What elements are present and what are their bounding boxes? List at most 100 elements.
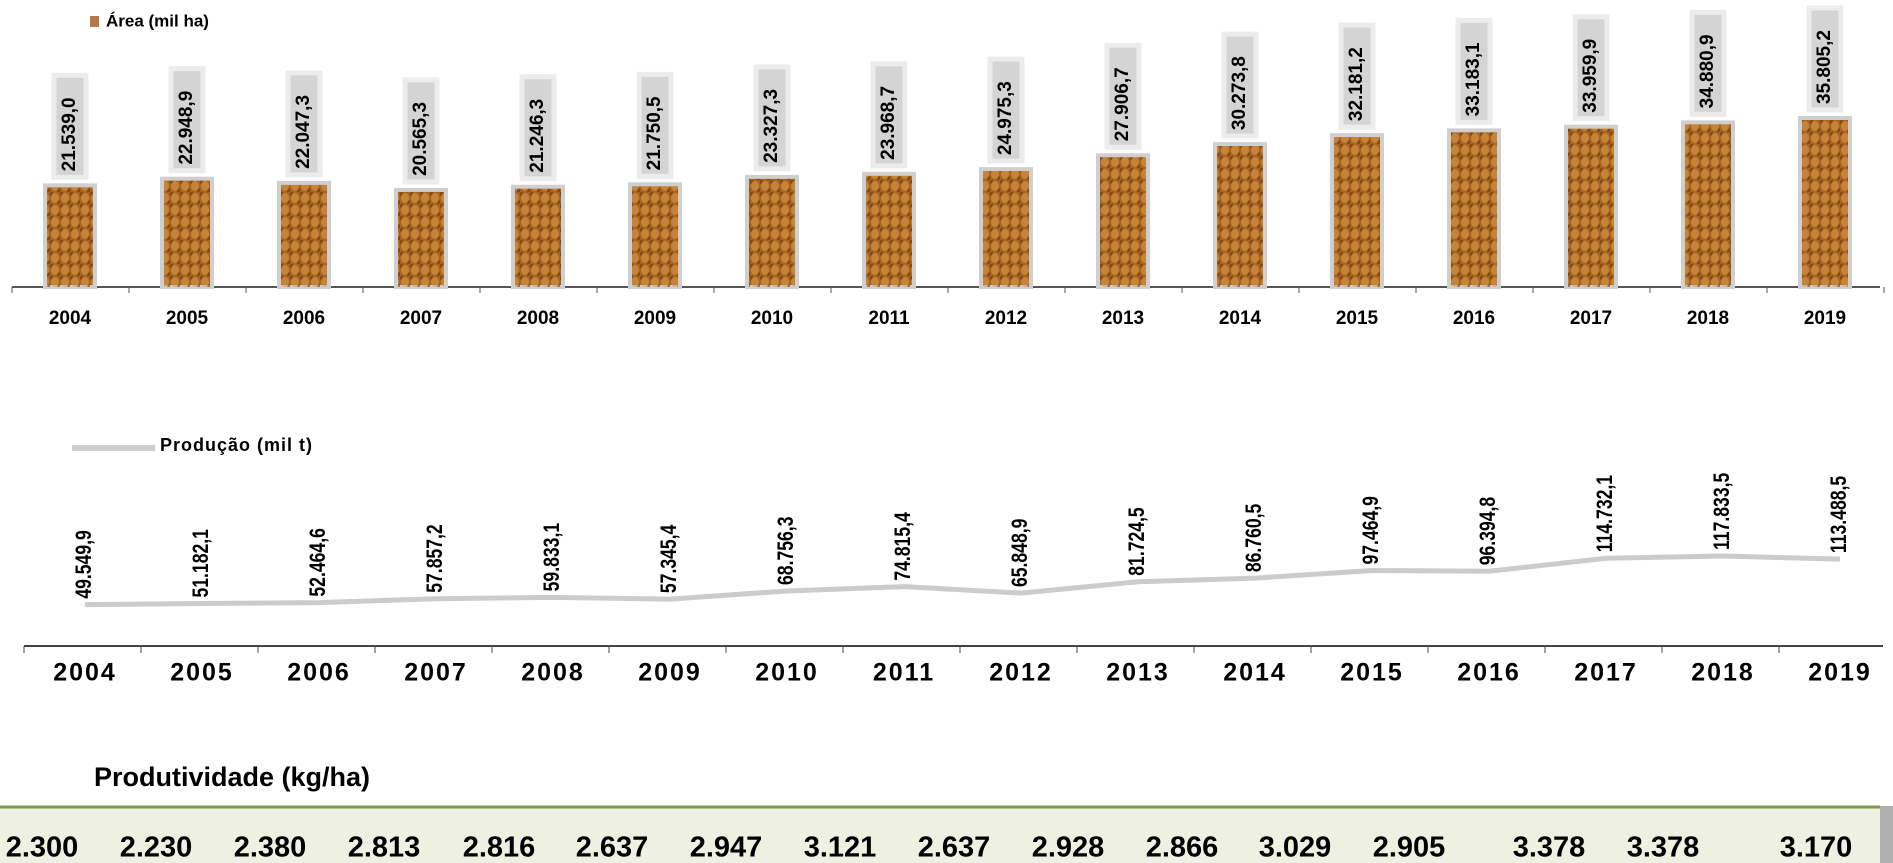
- x-tick-label: 2006: [283, 308, 325, 329]
- x-tick-label: 2016: [1453, 308, 1495, 329]
- x-tick-label: 2016: [1457, 659, 1521, 687]
- table-cell: 3.378: [1627, 832, 1700, 863]
- x-tick-label: 2015: [1336, 308, 1379, 329]
- bar-texture: [1217, 146, 1263, 287]
- data-label: 27.906,7: [1112, 67, 1133, 141]
- x-tick-label: 2019: [1804, 308, 1846, 329]
- x-tick-label: 2011: [873, 659, 935, 687]
- label-box: [1221, 31, 1259, 139]
- x-tick-label: 2014: [1219, 308, 1262, 329]
- data-label: 20.565,3: [410, 102, 431, 176]
- scroll-edge: [1880, 806, 1893, 863]
- table-cell: 3.378: [1513, 832, 1586, 863]
- table-cell: 2.637: [918, 832, 991, 863]
- label-box: [168, 66, 206, 174]
- label-box: [51, 72, 89, 180]
- bar-texture: [164, 180, 210, 287]
- bar-texture: [749, 178, 795, 287]
- table-cell: 2.947: [690, 832, 763, 863]
- table-cell: 3.121: [804, 832, 877, 863]
- bar-texture: [1100, 157, 1146, 287]
- data-label: 74.815,4: [891, 512, 915, 580]
- x-tick-label: 2007: [400, 308, 442, 329]
- x-tick-label: 2019: [1808, 659, 1872, 687]
- bar-texture: [515, 188, 561, 287]
- x-tick-label: 2008: [521, 659, 585, 687]
- x-tick-label: 2005: [166, 308, 209, 329]
- table-title: Produtividade (kg/ha): [94, 762, 370, 792]
- data-label: 24.975,3: [995, 81, 1016, 155]
- data-label: 81.724,5: [1125, 507, 1149, 575]
- data-label: 34.880,9: [1697, 34, 1718, 108]
- x-tick-label: 2012: [989, 659, 1053, 687]
- x-tick-label: 2009: [634, 308, 676, 329]
- table-cell: 3.170: [1780, 832, 1853, 863]
- data-label: 59.833,1: [540, 523, 564, 591]
- x-tick-label: 2012: [985, 308, 1027, 329]
- data-label: 57.857,2: [423, 524, 447, 592]
- label-box: [1806, 5, 1844, 113]
- x-tick-label: 2015: [1340, 659, 1404, 687]
- data-label: 32.181,2: [1346, 47, 1367, 121]
- data-label: 33.183,1: [1463, 42, 1484, 116]
- legend-label: Área (mil ha): [106, 11, 209, 30]
- table-cell: 2.380: [234, 832, 307, 863]
- bar-texture: [1685, 124, 1731, 288]
- label-box: [519, 74, 557, 182]
- bar-texture: [632, 186, 678, 287]
- bar-texture: [983, 171, 1029, 287]
- x-tick-label: 2011: [868, 308, 910, 329]
- line: [84, 553, 1841, 608]
- x-tick-label: 2017: [1574, 659, 1638, 687]
- x-tick-label: 2009: [638, 659, 702, 687]
- data-label: 57.345,4: [657, 525, 681, 593]
- x-tick-label: 2017: [1570, 308, 1612, 329]
- label-box: [870, 61, 908, 169]
- bar-texture: [281, 184, 327, 287]
- table-cell: 2.816: [463, 832, 536, 863]
- data-label: 21.539,0: [59, 97, 80, 171]
- x-tick-label: 2004: [49, 308, 92, 329]
- data-label: 21.750,5: [644, 96, 665, 170]
- label-box: [1455, 17, 1493, 125]
- data-label: 114.732,1: [1593, 475, 1617, 552]
- legend-label: Produção (mil t): [160, 435, 313, 455]
- legend-swatch: [90, 16, 99, 27]
- data-label: 52.464,6: [306, 528, 330, 596]
- table-cell: 2.230: [120, 832, 193, 863]
- x-tick-label: 2010: [751, 308, 793, 329]
- data-label: 33.959,9: [1580, 39, 1601, 113]
- x-tick-label: 2004: [53, 659, 117, 687]
- label-box: [753, 64, 791, 172]
- data-label: 21.246,3: [527, 99, 548, 173]
- table-cell: 2.300: [6, 832, 79, 863]
- data-label: 49.549,9: [72, 530, 96, 598]
- data-label: 22.948,9: [176, 91, 197, 165]
- x-tick-label: 2018: [1687, 308, 1729, 329]
- data-label: 23.327,3: [761, 89, 782, 163]
- label-box: [636, 71, 674, 179]
- bar-texture: [1568, 128, 1614, 287]
- label-box: [987, 56, 1025, 164]
- table-cell: 3.029: [1259, 832, 1332, 863]
- data-label: 22.047,3: [293, 95, 314, 169]
- bar-texture: [47, 187, 93, 287]
- bar-texture: [1451, 132, 1497, 287]
- bar-texture: [866, 175, 912, 287]
- label-box: [1338, 22, 1376, 130]
- data-label: 68.756,3: [774, 517, 798, 585]
- table-cell: 2.866: [1146, 832, 1219, 863]
- data-label: 117.833,5: [1710, 473, 1734, 550]
- data-label: 65.848,9: [1008, 519, 1032, 587]
- data-label: 35.805,2: [1814, 30, 1835, 104]
- x-tick-label: 2006: [287, 659, 351, 687]
- data-label: 23.968,7: [878, 86, 899, 160]
- label-box: [285, 70, 323, 178]
- bar-texture: [1802, 120, 1848, 287]
- x-tick-label: 2007: [404, 659, 468, 687]
- data-label: 97.464,9: [1359, 496, 1383, 564]
- table-cell: 2.905: [1373, 832, 1446, 863]
- x-tick-label: 2013: [1106, 659, 1170, 687]
